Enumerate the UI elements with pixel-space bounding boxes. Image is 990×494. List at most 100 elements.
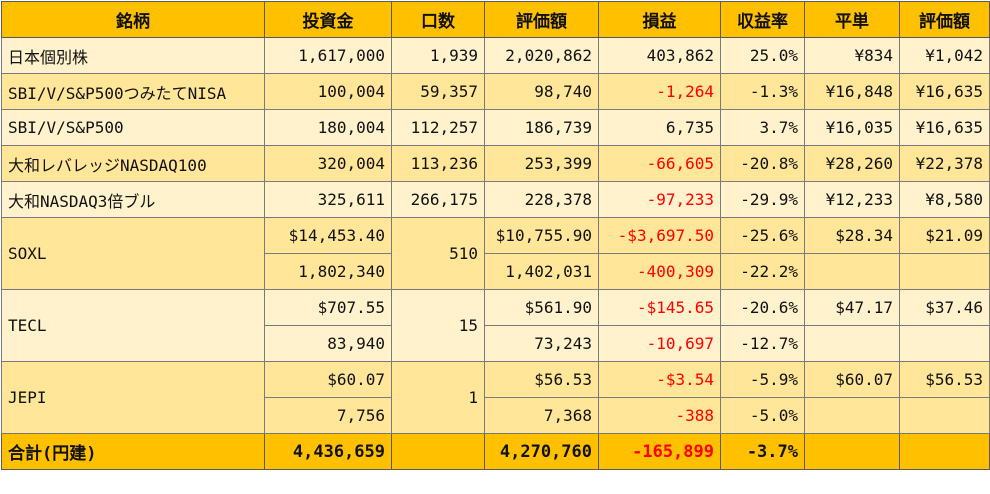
table-row: JEPI $60.07 1 $56.53 -$3.54 -5.9% $60.07 $56.53 [1, 361, 990, 434]
avg-cell: $28.34 [804, 217, 900, 254]
table-body: 銘柄 投資金 口数 評価額 損益 収益率 平単 評価額 日本個別株 1,617,000 1,939 2… [1, 1, 990, 470]
cost-cell: 100,004 [264, 73, 392, 110]
cost-cell: 1,617,000 [264, 37, 392, 74]
value-usd-cell: $10,755.90 [484, 217, 599, 254]
avg-cell: ¥28,260 [804, 145, 900, 182]
pl-jpy-cell: -10,697 [598, 325, 721, 362]
empty-cell [899, 433, 990, 470]
col-header-price: 評価額 [899, 1, 990, 38]
cost-jpy-cell: 7,756 [264, 397, 392, 434]
rate-usd-cell: -20.6% [720, 289, 805, 326]
portfolio-table: 銘柄 投資金 口数 評価額 損益 収益率 平単 評価額 日本個別株 1,617,000 1,939 2… [1, 1, 990, 470]
fund-name: TECL [1, 289, 265, 362]
fund-name: SBI/V/S&P500 [1, 109, 265, 146]
table-row: 1,802,340 1,402,031 -400,309 -22.2% [1, 253, 990, 290]
col-header-pl: 損益 [598, 1, 721, 38]
col-header-value: 評価額 [484, 1, 599, 38]
empty-cell [899, 397, 990, 434]
value-cell: 228,378 [484, 181, 599, 218]
units-cell: 1 [391, 361, 485, 434]
table-row: SOXL $14,453.40 510 $10,755.90 -$3,697.50 -25… [1, 217, 990, 290]
cost-jpy-cell: 1,802,340 [264, 253, 392, 290]
empty-cell [899, 253, 990, 290]
rate-jpy-cell: -12.7% [720, 325, 805, 362]
value-cell: 186,739 [484, 109, 599, 146]
rate-cell: 25.0% [720, 37, 805, 74]
empty-cell [804, 253, 900, 290]
units-cell: 113,236 [391, 145, 485, 182]
empty-cell [804, 433, 900, 470]
fund-name: 大和NASDAQ3倍ブル [1, 181, 265, 218]
empty-cell [899, 325, 990, 362]
pl-cell: -66,605 [598, 145, 721, 182]
pl-usd-cell: -$3.54 [598, 361, 721, 398]
avg-cell: ¥16,848 [804, 73, 900, 110]
cost-cell: 320,004 [264, 145, 392, 182]
cost-cell: 325,611 [264, 181, 392, 218]
total-rate: -3.7% [720, 433, 805, 470]
units-cell: 266,175 [391, 181, 485, 218]
cost-usd-cell: $707.55 [264, 289, 392, 326]
rate-usd-cell: -5.9% [720, 361, 805, 398]
price-cell: ¥16,635 [899, 109, 990, 146]
value-jpy-cell: 1,402,031 [484, 253, 599, 290]
avg-cell: $60.07 [804, 361, 900, 398]
table-row: SBI/V/S&P500 180,004 112,257 186,739 6,735 3.… [1, 109, 990, 146]
value-cell: 98,740 [484, 73, 599, 110]
table-row: 日本個別株 1,617,000 1,939 2,020,862 403,862 25.0%… [1, 37, 990, 74]
total-label: 合計(円建) [1, 433, 265, 470]
total-row: 合計(円建) 4,436,659 4,270,760 -165,899 -3.7% [1, 433, 990, 470]
col-header-name: 銘柄 [1, 1, 265, 38]
pl-cell: 403,862 [598, 37, 721, 74]
pl-usd-cell: -$3,697.50 [598, 217, 721, 254]
rate-usd-cell: -25.6% [720, 217, 805, 254]
fund-name: JEPI [1, 361, 265, 434]
rate-jpy-cell: -22.2% [720, 253, 805, 290]
table-row: TECL $707.55 15 $561.90 -$145.65 -20.6% $47.17… [1, 289, 990, 362]
value-usd-cell: $56.53 [484, 361, 599, 398]
value-cell: 253,399 [484, 145, 599, 182]
col-header-units: 口数 [391, 1, 485, 38]
cost-cell: 180,004 [264, 109, 392, 146]
col-header-avg: 平単 [804, 1, 900, 38]
units-cell: 1,939 [391, 37, 485, 74]
price-cell: ¥8,580 [899, 181, 990, 218]
rate-jpy-cell: -5.0% [720, 397, 805, 434]
cost-usd-cell: $14,453.40 [264, 217, 392, 254]
rate-cell: -29.9% [720, 181, 805, 218]
empty-cell [391, 433, 485, 470]
table-row: SBI/V/S&P500つみたてNISA 100,004 59,357 98,740-… [1, 73, 990, 110]
price-cell: ¥16,635 [899, 73, 990, 110]
value-usd-cell: $561.90 [484, 289, 599, 326]
units-cell: 112,257 [391, 109, 485, 146]
pl-jpy-cell: -400,309 [598, 253, 721, 290]
pl-cell: -1,264 [598, 73, 721, 110]
value-jpy-cell: 73,243 [484, 325, 599, 362]
header-row: 銘柄 投資金 口数 評価額 損益 収益率 平単 評価額 [1, 1, 990, 38]
rate-cell: 3.7% [720, 109, 805, 146]
pl-cell: -97,233 [598, 181, 721, 218]
fund-name: 大和レバレッジNASDAQ100 [1, 145, 265, 182]
avg-cell: ¥834 [804, 37, 900, 74]
table-row: 大和NASDAQ3倍ブル 325,611 266,175 228,378 -97,233… [1, 181, 990, 218]
fund-name: SOXL [1, 217, 265, 290]
table-row: 大和レバレッジNASDAQ100 320,004 113,236 253,399 -66… [1, 145, 990, 182]
rate-cell: -20.8% [720, 145, 805, 182]
empty-cell [804, 325, 900, 362]
value-jpy-cell: 7,368 [484, 397, 599, 434]
avg-cell: ¥16,035 [804, 109, 900, 146]
units-cell: 15 [391, 289, 485, 362]
price-cell: ¥1,042 [899, 37, 990, 74]
pl-cell: 6,735 [598, 109, 721, 146]
pl-jpy-cell: -388 [598, 397, 721, 434]
cost-usd-cell: $60.07 [264, 361, 392, 398]
value-cell: 2,020,862 [484, 37, 599, 74]
avg-cell: ¥12,233 [804, 181, 900, 218]
price-cell: $56.53 [899, 361, 990, 398]
cost-jpy-cell: 83,940 [264, 325, 392, 362]
col-header-rate: 収益率 [720, 1, 805, 38]
price-cell: ¥22,378 [899, 145, 990, 182]
rate-cell: -1.3% [720, 73, 805, 110]
price-cell: $37.46 [899, 289, 990, 326]
total-pl: -165,899 [598, 433, 721, 470]
